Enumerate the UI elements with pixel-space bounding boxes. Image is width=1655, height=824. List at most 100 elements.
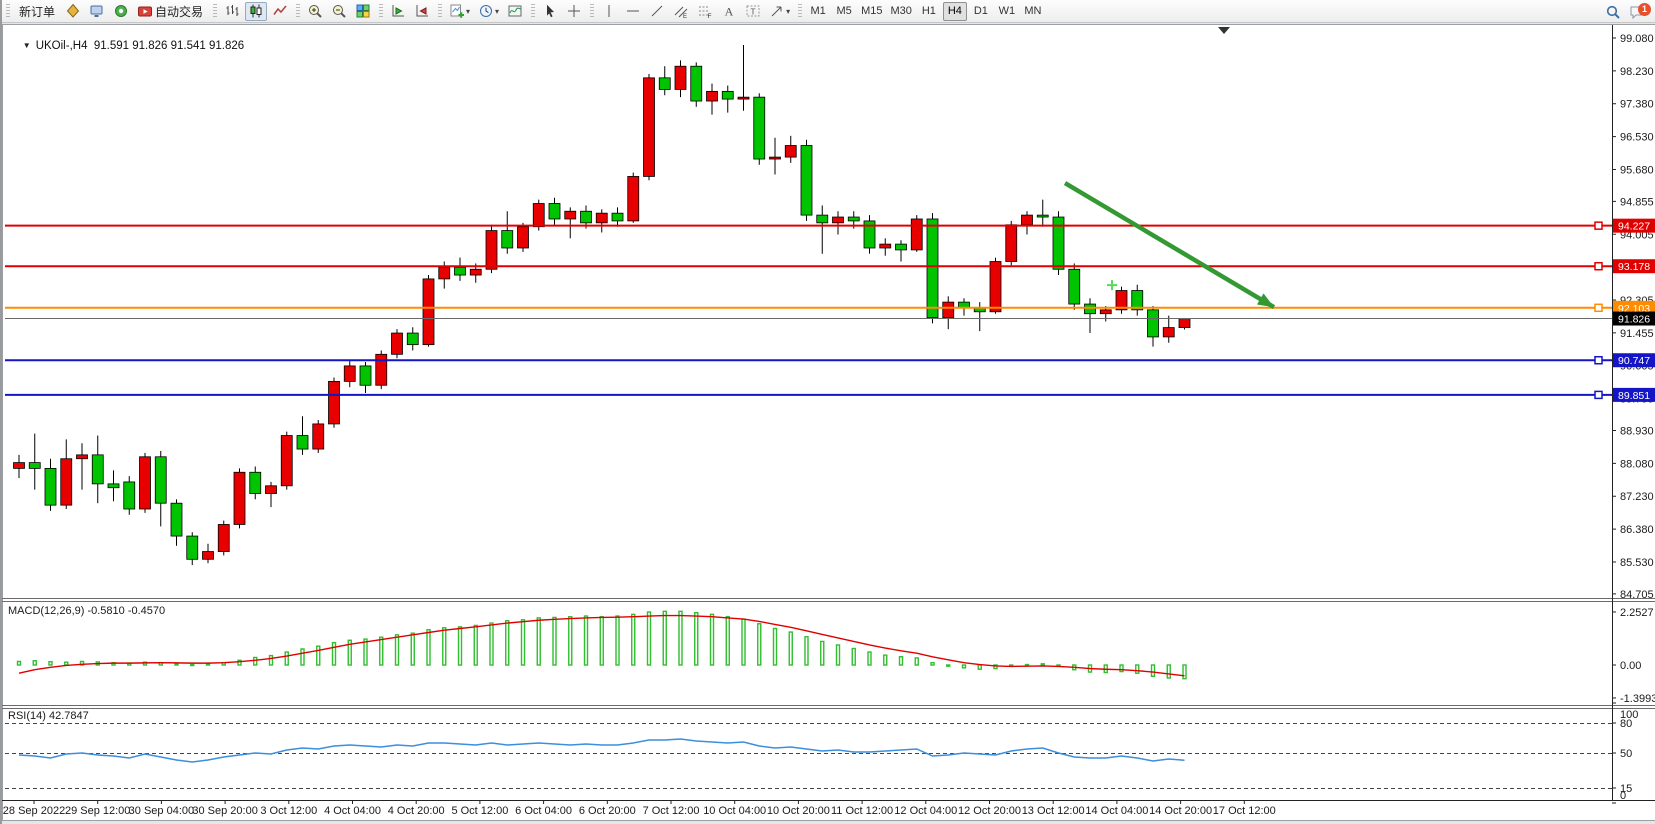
toolbar-drag-handle[interactable]	[438, 4, 443, 18]
time-label: 6 Oct 20:00	[579, 805, 636, 817]
zoom-group	[292, 0, 375, 22]
macd-histogram-bar	[757, 623, 762, 666]
macd-tick-label: -1.3993	[1620, 693, 1655, 705]
tf-h4[interactable]: H4	[942, 1, 967, 21]
toolbar-right: 1	[1601, 0, 1651, 23]
candle-body	[863, 220, 876, 249]
toolbar-drag-handle[interactable]	[531, 4, 536, 18]
vertical-line-button[interactable]	[598, 2, 620, 21]
autotrading-button[interactable]: 自动交易	[134, 2, 208, 21]
terminal-button[interactable]	[86, 2, 108, 21]
text-label-button[interactable]: T	[742, 2, 764, 21]
auto-scroll-button[interactable]	[387, 2, 409, 21]
trendline-button[interactable]	[646, 2, 668, 21]
candle-body	[548, 203, 561, 220]
tf-h1[interactable]: H1	[917, 2, 941, 21]
arrows-button[interactable]: ▾	[766, 2, 793, 21]
macd-histogram-bar	[1135, 664, 1140, 674]
signals-button[interactable]	[110, 2, 132, 21]
hline-handle[interactable]	[1594, 261, 1603, 271]
candle-body	[375, 353, 388, 386]
candle-body	[1005, 224, 1018, 262]
candle-body	[422, 278, 435, 346]
macd-histogram-bar	[174, 663, 179, 666]
rsi-tick-label: 100	[1620, 709, 1638, 721]
new-chart-button[interactable]: ▾	[446, 2, 473, 21]
tf-m1[interactable]: M1	[806, 2, 830, 21]
zoom-out-button[interactable]	[328, 2, 350, 21]
candle-body	[217, 524, 230, 552]
chart-collapse-icon[interactable]: ▼	[22, 41, 31, 50]
tf-w1[interactable]: W1	[995, 2, 1019, 21]
cursor-button[interactable]	[539, 2, 561, 21]
tile-windows-icon	[355, 3, 371, 19]
chart-shift-marker[interactable]	[1218, 27, 1230, 34]
time-label: 30 Sep 04:00	[129, 805, 194, 817]
macd-histogram-bar	[552, 616, 557, 666]
search-icon	[1605, 4, 1621, 20]
candle-body	[989, 261, 1002, 313]
dropdown-caret-icon[interactable]: ▾	[466, 6, 471, 16]
new-chart-icon	[449, 3, 465, 19]
hline-handle[interactable]	[1594, 390, 1603, 400]
rsi-tick-label: 80	[1620, 718, 1632, 730]
hline-handle[interactable]	[1594, 355, 1603, 365]
macd-signal-line	[18, 614, 1185, 677]
indicator-list-button[interactable]	[504, 2, 526, 21]
tf-m15[interactable]: M15	[858, 2, 885, 21]
text-button[interactable]: A	[718, 2, 740, 21]
macd-histogram-bar	[599, 616, 604, 666]
macd-histogram-bar	[694, 612, 699, 666]
tf-d1[interactable]: D1	[969, 2, 993, 21]
macd-histogram-bar	[1182, 664, 1187, 680]
candlestick-button[interactable]	[245, 1, 268, 21]
chart-shift-button[interactable]	[411, 2, 433, 21]
trend-arrow-line[interactable]	[1063, 181, 1276, 310]
line-chart-button[interactable]	[269, 2, 291, 21]
tf-m30[interactable]: M30	[887, 2, 914, 21]
trade-group: 新订单 自动交易	[2, 0, 209, 22]
horizontal-line-button[interactable]	[622, 2, 644, 21]
tf-mn[interactable]: MN	[1021, 2, 1045, 21]
chat-button[interactable]: 1	[1626, 2, 1651, 21]
tf-m5[interactable]: M5	[832, 2, 856, 21]
tile-windows-button[interactable]	[352, 2, 374, 21]
toolbar-drag-handle[interactable]	[296, 4, 301, 18]
candle-body	[91, 454, 104, 485]
periods-button[interactable]: ▾	[475, 2, 502, 21]
toolbar: 新订单 自动交易 ▾ ▾ E F A T ▾ M1 M5 M15 M30 H1 H4 D1 W1 MN 1	[2, 0, 1655, 23]
toolbar-drag-handle[interactable]	[590, 4, 595, 18]
candle-body	[611, 212, 624, 222]
channel-button[interactable]: E	[670, 2, 692, 21]
dropdown-caret-icon[interactable]: ▾	[786, 6, 791, 16]
candle-body	[60, 458, 73, 506]
objects-group: E F A T ▾	[586, 0, 794, 22]
time-label: 17 Oct 12:00	[1213, 805, 1276, 817]
candle-body	[13, 462, 25, 469]
hline-handle[interactable]	[1594, 221, 1603, 230]
time-label: 3 Oct 12:00	[260, 805, 317, 817]
toolbar-drag-handle[interactable]	[379, 4, 384, 18]
toolbar-drag-handle[interactable]	[6, 4, 10, 18]
crosshair-button[interactable]	[563, 2, 585, 21]
toolbar-drag-handle[interactable]	[213, 4, 218, 18]
candle-body	[1115, 290, 1128, 311]
market-watch-button[interactable]	[62, 2, 84, 21]
fibonacci-button[interactable]: F	[694, 2, 716, 21]
price-tick-label: 88.080	[1620, 458, 1654, 470]
search-button[interactable]	[1602, 2, 1624, 21]
macd-histogram-bar	[835, 644, 841, 666]
bar-chart-button[interactable]	[221, 2, 243, 21]
new-order-button[interactable]: 新订单	[14, 2, 60, 21]
trend-arrow-head[interactable]	[1256, 293, 1274, 308]
zoom-in-button[interactable]	[304, 2, 326, 21]
time-label: 5 Oct 12:00	[451, 805, 508, 817]
candle-body	[1036, 214, 1049, 218]
toolbar-drag-handle[interactable]	[798, 4, 803, 18]
plus-marker[interactable]	[1107, 280, 1117, 291]
hline-handle[interactable]	[1594, 303, 1603, 313]
price-tick-label: 99.080	[1620, 33, 1654, 45]
dropdown-caret-icon[interactable]: ▾	[495, 6, 500, 16]
macd-histogram-bar	[284, 651, 289, 666]
text-icon: A	[721, 3, 737, 19]
